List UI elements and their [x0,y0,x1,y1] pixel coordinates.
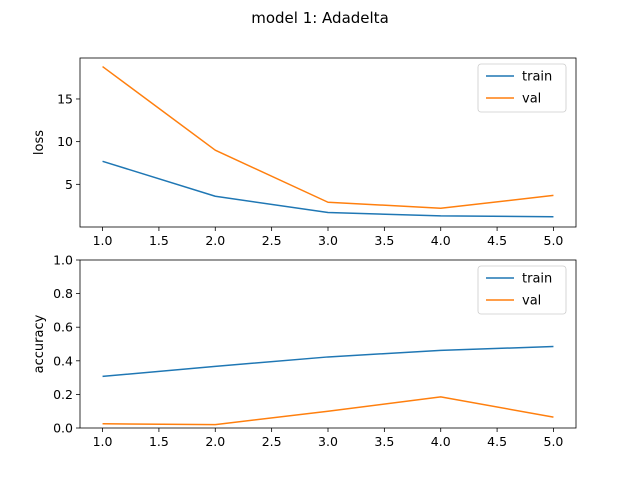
loss-x-tick-label: 2.0 [205,233,225,248]
accuracy-x-tick-label: 4.5 [487,434,507,449]
loss-y-axis-label: loss [32,130,47,155]
loss-y-tick-label: 10 [57,134,73,149]
accuracy-y-tick-label: 0.0 [53,421,73,436]
loss-x-tick-label: 1.5 [149,233,169,248]
accuracy-legend: train val [477,265,567,315]
loss-x-tick-label: 3.5 [374,233,394,248]
loss-legend-train-label: train [522,70,552,85]
accuracy-x-tick-label: 4.0 [431,434,451,449]
loss-y-tick-label: 5 [65,177,73,192]
accuracy-x-tick-label: 2.0 [205,434,225,449]
accuracy-x-tick-label: 2.5 [262,434,282,449]
accuracy-y-axis-label: accuracy [32,314,47,373]
loss-val-line [102,65,554,209]
loss-x-tick-label: 5.0 [544,233,564,248]
accuracy-y-tick-label: 0.4 [53,353,73,368]
loss-x-tick-label: 1.0 [93,233,113,248]
accuracy-x-tick-label: 5.0 [544,434,564,449]
accuracy-legend-val-label: val [522,294,541,309]
loss-x-tick-label: 4.0 [431,233,451,248]
loss-legend-val-label: val [522,92,541,107]
accuracy-x-tick-label: 1.5 [149,434,169,449]
loss-x-tick-label: 2.5 [262,233,282,248]
accuracy-train-line [102,345,554,378]
accuracy-legend-train-label: train [522,272,552,287]
accuracy-y-tick-label: 1.0 [53,253,73,268]
accuracy-x-tick-label: 1.0 [93,434,113,449]
loss-x-tick-label: 4.5 [487,233,507,248]
accuracy-x-tick-label: 3.0 [318,434,338,449]
accuracy-val-line [102,396,554,426]
loss-train-line [102,160,554,218]
accuracy-y-tick-label: 0.8 [53,286,73,301]
loss-subplot: 1.0 1.5 2.0 2.5 3.0 3.5 4.0 4.5 5.0 5 10 15 loss trai… [32,57,577,248]
figure-title: model 1: Adadelta [251,9,389,27]
accuracy-y-tick-label: 0.6 [53,320,73,335]
loss-y-tick-label: 15 [57,91,73,106]
loss-legend: train val [477,63,567,113]
accuracy-y-tick-label: 0.2 [53,387,73,402]
accuracy-subplot: 1.0 1.5 2.0 2.5 3.0 3.5 4.0 4.5 5.0 0.0 0.2 0.4 0.6 0… [32,253,577,449]
accuracy-x-tick-label: 3.5 [374,434,394,449]
loss-x-tick-label: 3.0 [318,233,338,248]
